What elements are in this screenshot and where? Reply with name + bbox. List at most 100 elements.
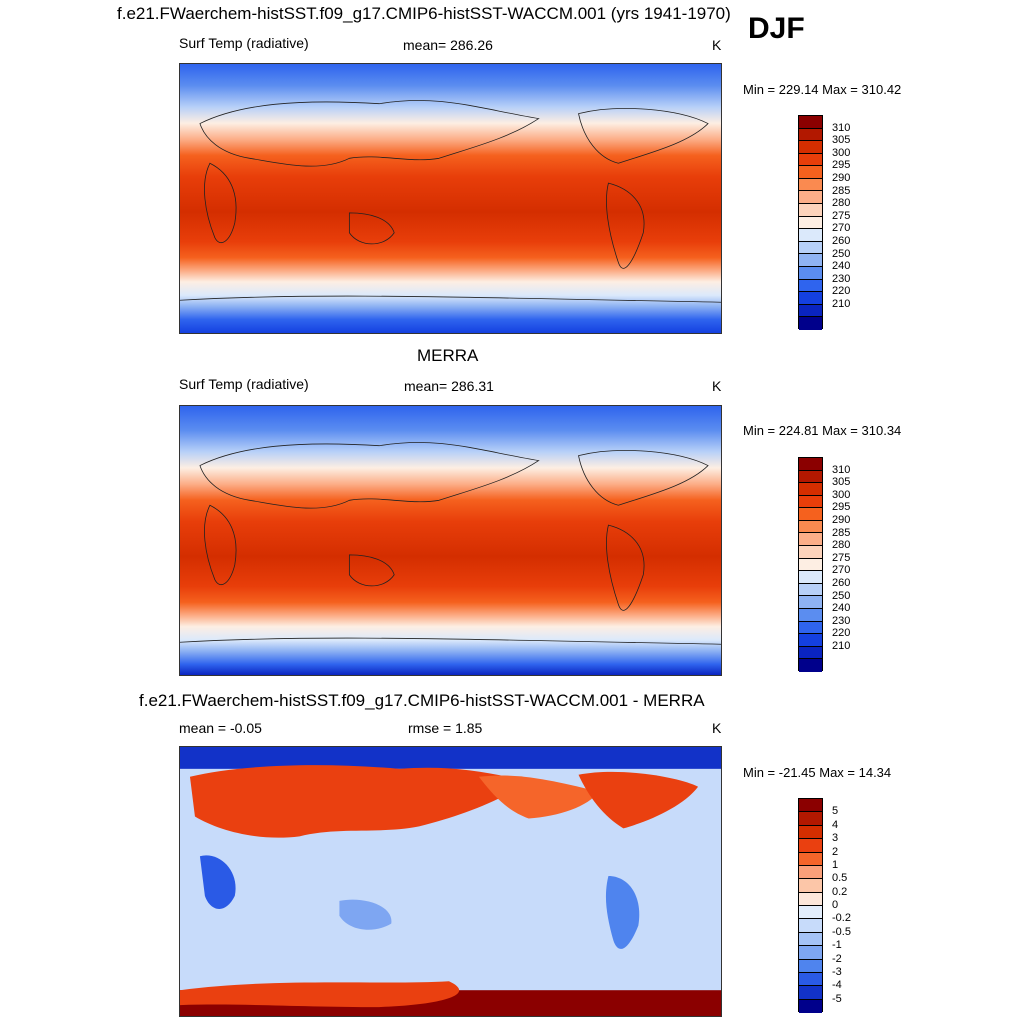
panel-1-colorbar-swatch bbox=[799, 141, 822, 154]
panel-3-minmax-label: Min = -21.45 Max = 14.34 bbox=[743, 765, 892, 780]
panel-3-colorbar-swatch bbox=[799, 852, 822, 866]
colorbar-tick-label: 310 bbox=[832, 121, 851, 134]
panel-1-colorbar-swatch bbox=[799, 292, 822, 305]
colorbar-tick-label: -0.5 bbox=[832, 925, 851, 938]
colorbar-tick-label: -1 bbox=[832, 939, 842, 952]
panel-2-mean-label: mean= 286.31 bbox=[404, 378, 494, 394]
panel-1-title: f.e21.FWaerchem-histSST.f09_g17.CMIP6-hi… bbox=[117, 4, 731, 23]
panel-1-map bbox=[179, 63, 722, 334]
panel-1-colorbar-swatch bbox=[799, 116, 822, 129]
panel-3-colorbar-swatch bbox=[799, 972, 822, 987]
colorbar-tick-label: 0.2 bbox=[832, 885, 848, 898]
colorbar-tick-label: 295 bbox=[832, 159, 851, 172]
panel-1-field bbox=[180, 64, 721, 333]
panel-3-arctic-band bbox=[180, 747, 721, 769]
colorbar-tick-label: 240 bbox=[832, 602, 851, 615]
panel-3-colorbar-swatch bbox=[799, 865, 822, 880]
panel-1-colorbar-swatch bbox=[799, 266, 822, 280]
colorbar-tick-label: 300 bbox=[832, 146, 851, 159]
colorbar-tick-label: 280 bbox=[832, 197, 851, 210]
panel-1-coastlines bbox=[180, 100, 721, 303]
colorbar-tick-label: 300 bbox=[832, 488, 851, 501]
panel-1-colorbar-swatch bbox=[799, 317, 822, 330]
panel-3-units-label: K bbox=[712, 720, 722, 736]
panel-2-map bbox=[179, 405, 722, 676]
colorbar-tick-label: 3 bbox=[832, 832, 839, 845]
panel-1-colorbar bbox=[798, 115, 823, 330]
panel-3-rmse-label: rmse = 1.85 bbox=[408, 720, 483, 736]
colorbar-tick-label: 280 bbox=[832, 539, 851, 552]
panel-3-antarctic-edge bbox=[180, 981, 460, 1008]
colorbar-tick-label: 250 bbox=[832, 247, 851, 260]
panel-1-mean-label: mean= 286.26 bbox=[403, 37, 493, 53]
panel-3-mean-label: mean = -0.05 bbox=[179, 720, 262, 736]
colorbar-tick-label: 310 bbox=[832, 463, 851, 476]
panel-2-units-label: K bbox=[712, 378, 722, 394]
colorbar-tick-label: -5 bbox=[832, 992, 842, 1005]
panel-3-australia-cool bbox=[339, 899, 392, 930]
panel-3-colorbar-swatch bbox=[799, 959, 822, 973]
panel-1-colorbar-swatch bbox=[799, 216, 822, 230]
panel-2-coastlines bbox=[180, 442, 721, 645]
colorbar-tick-label: -3 bbox=[832, 965, 842, 978]
colorbar-tick-label: 2 bbox=[832, 845, 839, 858]
panel-2-colorbar-swatch bbox=[799, 571, 822, 584]
colorbar-tick-label: 275 bbox=[832, 551, 851, 564]
panel-3-colorbar-swatch bbox=[799, 946, 822, 960]
panel-2-colorbar-swatch bbox=[799, 608, 822, 622]
panel-1-colorbar-swatch bbox=[799, 191, 822, 205]
panel-1-units-label: K bbox=[712, 37, 722, 53]
panel-3-map-svg bbox=[180, 747, 721, 1016]
panel-1-minmax-label: Min = 229.14 Max = 310.42 bbox=[743, 82, 902, 97]
panel-3-title: f.e21.FWaerchem-histSST.f09_g17.CMIP6-hi… bbox=[139, 691, 705, 710]
panel-1-colorbar-swatch bbox=[799, 153, 822, 167]
panel-3-colorbar-swatch bbox=[799, 825, 822, 840]
panel-3-samerica-cold bbox=[605, 876, 640, 949]
panel-1-colorbar-swatch bbox=[799, 304, 822, 318]
panel-2-colorbar bbox=[798, 457, 823, 672]
colorbar-tick-label: -0.2 bbox=[832, 912, 851, 925]
colorbar-tick-label: 0.5 bbox=[832, 872, 848, 885]
panel-3-colorbar-swatch bbox=[799, 906, 822, 920]
colorbar-tick-label: -4 bbox=[832, 979, 842, 992]
panel-1-colorbar-swatch bbox=[799, 254, 822, 267]
panel-1-variable-label: Surf Temp (radiative) bbox=[179, 35, 309, 51]
colorbar-tick-label: 295 bbox=[832, 501, 851, 514]
panel-3-colorbar-swatch bbox=[799, 812, 822, 826]
colorbar-tick-label: 220 bbox=[832, 285, 851, 298]
panel-3-colorbar-swatch bbox=[799, 879, 822, 893]
panel-2-colorbar-swatch bbox=[799, 533, 822, 547]
panel-3-colorbar bbox=[798, 798, 823, 1013]
panel-1-colorbar-swatch bbox=[799, 128, 822, 142]
panel-1-colorbar-swatch bbox=[799, 166, 822, 179]
panel-3-namerica-warm bbox=[578, 771, 699, 829]
panel-2-colorbar-swatch bbox=[799, 583, 822, 597]
colorbar-tick-label: 260 bbox=[832, 576, 851, 589]
colorbar-tick-label: 285 bbox=[832, 184, 851, 197]
panel-1-colorbar-swatch bbox=[799, 241, 822, 255]
panel-3-colorbar-swatch bbox=[799, 839, 822, 853]
colorbar-tick-label: 0 bbox=[832, 899, 839, 911]
colorbar-tick-label: 290 bbox=[832, 171, 851, 184]
colorbar-tick-label: 210 bbox=[832, 297, 851, 310]
panel-2-colorbar-swatch bbox=[799, 596, 822, 609]
colorbar-tick-label: 305 bbox=[832, 134, 851, 147]
colorbar-tick-label: 260 bbox=[832, 234, 851, 247]
panel-1-map-svg bbox=[180, 64, 721, 333]
colorbar-tick-label: 285 bbox=[832, 526, 851, 539]
panel-2-colorbar-swatch bbox=[799, 470, 822, 484]
panel-3-colorbar-swatch bbox=[799, 919, 822, 933]
panel-3-eurasia-warm bbox=[189, 765, 529, 838]
colorbar-tick-label: 250 bbox=[832, 589, 851, 602]
colorbar-tick-label: 275 bbox=[832, 209, 851, 222]
panel-2-colorbar-swatch bbox=[799, 483, 822, 496]
panel-2-title: MERRA bbox=[417, 346, 479, 365]
panel-2-colorbar-swatch bbox=[799, 508, 822, 521]
colorbar-tick-label: 270 bbox=[832, 564, 851, 577]
panel-2-colorbar-swatch bbox=[799, 458, 822, 471]
panel-1-colorbar-swatch bbox=[799, 178, 822, 192]
panel-1-colorbar-swatch bbox=[799, 204, 822, 217]
panel-3-colorbar-swatch bbox=[799, 932, 822, 947]
panel-2-colorbar-swatch bbox=[799, 634, 822, 647]
panel-3-colorbar-swatch bbox=[799, 799, 822, 813]
